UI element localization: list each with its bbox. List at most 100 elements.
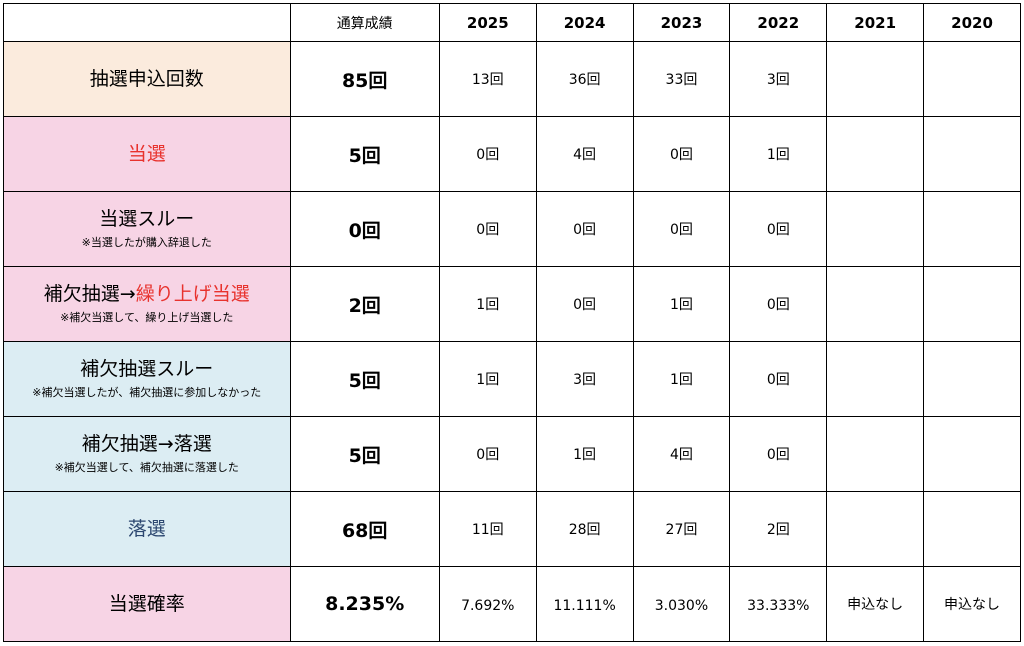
header-year-2022: 2022 xyxy=(757,14,800,32)
value-2023: 1回 xyxy=(669,372,693,388)
header-year-2020: 2020 xyxy=(951,14,993,32)
row-note: ※当選したが購入辞退した xyxy=(81,236,212,249)
row-label: 補欠抽選→落選 xyxy=(81,433,212,455)
value-cell: 1回 xyxy=(632,341,731,417)
row-total: 8.235% xyxy=(325,593,405,615)
value-cell xyxy=(923,116,1021,192)
value-cell: 1回 xyxy=(438,341,537,417)
row-label-cell: 補欠抽選→繰り上げ当選 ※補欠当選して、繰り上げ当選した xyxy=(3,266,291,342)
value-2025: 0回 xyxy=(476,447,500,463)
row-total: 5回 xyxy=(348,444,381,467)
value-cell: 2回 xyxy=(729,491,828,567)
row-note: ※補欠当選して、補欠抽選に落選した xyxy=(54,461,239,474)
value-cell: 0回 xyxy=(535,191,634,267)
value-cell xyxy=(923,341,1021,417)
value-2023: 0回 xyxy=(669,222,693,238)
value-2022: 0回 xyxy=(766,297,790,313)
table-row-waitlist-promoted: 補欠抽選→繰り上げ当選 ※補欠当選して、繰り上げ当選した 2回 1回 0回 1回… xyxy=(3,266,1021,342)
value-cell: 36回 xyxy=(535,41,634,117)
value-cell: 0回 xyxy=(438,191,537,267)
table-row-waitlist-skip: 補欠抽選スルー ※補欠当選したが、補欠抽選に参加しなかった 5回 1回 3回 1… xyxy=(3,341,1021,417)
value-cell: 0回 xyxy=(632,191,731,267)
value-2022: 3回 xyxy=(766,72,790,88)
value-2022: 33.333% xyxy=(747,597,810,614)
value-cell: 3.030% xyxy=(632,566,731,642)
table-row-win-rate: 当選確率 8.235% 7.692% 11.111% 3.030% 33.333… xyxy=(3,566,1021,642)
value-cell: 0回 xyxy=(729,341,828,417)
value-2024: 4回 xyxy=(573,147,597,163)
header-year-cell: 2022 xyxy=(729,3,828,42)
value-cell xyxy=(826,191,925,267)
value-2022: 0回 xyxy=(766,372,790,388)
value-2023: 4回 xyxy=(669,447,693,463)
value-2025: 1回 xyxy=(476,372,500,388)
value-cell xyxy=(923,266,1021,342)
header-year-2025: 2025 xyxy=(466,14,509,32)
value-cell: 0回 xyxy=(729,191,828,267)
value-cell xyxy=(923,416,1021,492)
value-cell: 0回 xyxy=(729,416,828,492)
value-cell: 7.692% xyxy=(438,566,537,642)
value-cell: 33回 xyxy=(632,41,731,117)
value-cell xyxy=(826,116,925,192)
header-year-cell: 2025 xyxy=(438,3,537,42)
row-total: 5回 xyxy=(348,369,381,392)
row-total-cell: 5回 xyxy=(289,116,440,192)
row-total: 85回 xyxy=(341,69,388,92)
row-total-cell: 8.235% xyxy=(289,566,440,642)
row-label-cell: 補欠抽選スルー ※補欠当選したが、補欠抽選に参加しなかった xyxy=(3,341,291,417)
row-label-highlight: 繰り上げ当選 xyxy=(135,283,250,305)
row-note: ※補欠当選して、繰り上げ当選した xyxy=(60,311,234,324)
value-2025: 7.692% xyxy=(461,597,515,614)
row-total: 0回 xyxy=(348,219,381,242)
value-cell: 1回 xyxy=(632,266,731,342)
value-cell: 1回 xyxy=(535,416,634,492)
row-total-cell: 2回 xyxy=(289,266,440,342)
value-cell xyxy=(826,341,925,417)
value-2025: 0回 xyxy=(476,222,500,238)
value-2023: 1回 xyxy=(669,297,693,313)
row-total-cell: 5回 xyxy=(289,341,440,417)
value-cell: 3回 xyxy=(729,41,828,117)
value-2022: 2回 xyxy=(766,522,790,538)
value-2024: 0回 xyxy=(573,222,597,238)
row-total-cell: 0回 xyxy=(289,191,440,267)
row-label: 補欠抽選→繰り上げ当選 xyxy=(4,281,289,307)
value-2025: 11回 xyxy=(471,522,504,538)
value-cell: 3回 xyxy=(535,341,634,417)
value-cell: 27回 xyxy=(632,491,731,567)
value-cell: 0回 xyxy=(438,116,537,192)
row-label-cell: 当選スルー ※当選したが購入辞退した xyxy=(3,191,291,267)
row-label-cell: 当選確率 xyxy=(3,566,291,642)
table-row-lose: 落選 68回 11回 28回 27回 2回 xyxy=(3,491,1021,567)
row-note: ※補欠当選したが、補欠抽選に参加しなかった xyxy=(32,386,262,399)
value-cell: 0回 xyxy=(729,266,828,342)
value-2023: 3.030% xyxy=(654,597,709,614)
value-2025: 0回 xyxy=(476,147,500,163)
value-cell: 0回 xyxy=(632,116,731,192)
header-total-label: 通算成績 xyxy=(336,15,393,32)
header-year-2023: 2023 xyxy=(660,14,703,32)
header-year-cell: 2021 xyxy=(826,3,925,42)
value-2020: 申込なし xyxy=(944,597,1001,613)
value-2022: 1回 xyxy=(766,147,790,163)
row-total: 68回 xyxy=(341,519,388,542)
row-label-cell: 当選 xyxy=(3,116,291,192)
value-cell: 1回 xyxy=(438,266,537,342)
row-label: 抽選申込回数 xyxy=(89,68,204,90)
header-year-cell: 2020 xyxy=(923,3,1021,42)
value-2023: 27回 xyxy=(665,522,698,538)
row-total: 5回 xyxy=(348,144,381,167)
value-cell: 33.333% xyxy=(729,566,828,642)
row-total-cell: 85回 xyxy=(289,41,440,117)
value-2021: 申込なし xyxy=(847,597,904,613)
value-cell xyxy=(826,266,925,342)
row-label: 補欠抽選スルー xyxy=(80,358,214,380)
table-row-applications: 抽選申込回数 85回 13回 36回 33回 3回 xyxy=(3,41,1021,117)
row-label: 当選スルー xyxy=(99,208,195,230)
value-2025: 1回 xyxy=(476,297,500,313)
value-cell xyxy=(826,416,925,492)
value-2023: 33回 xyxy=(665,72,698,88)
value-cell: 4回 xyxy=(535,116,634,192)
value-2024: 0回 xyxy=(573,297,597,313)
